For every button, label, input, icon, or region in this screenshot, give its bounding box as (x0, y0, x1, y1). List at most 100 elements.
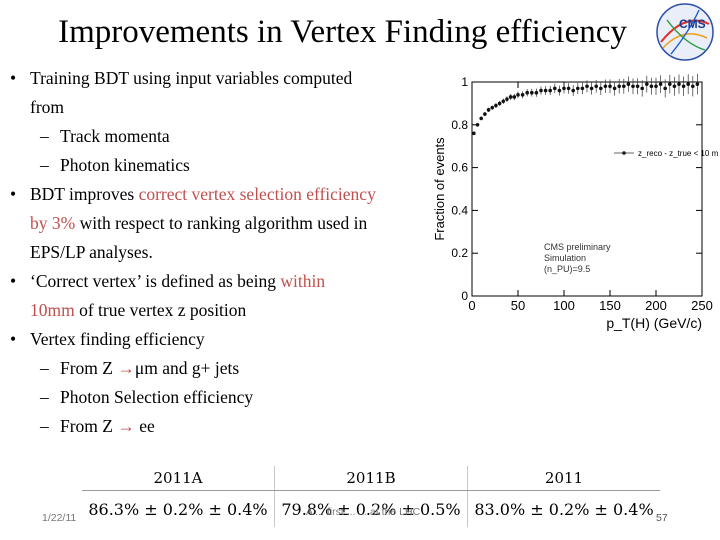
sub-bullet-item: – From Z →μm and g+ jets (8, 354, 448, 383)
data-point (649, 84, 654, 89)
data-point (631, 84, 635, 89)
y-tick-label: 1 (461, 75, 468, 89)
data-point (681, 84, 686, 89)
data-point (640, 86, 644, 91)
bullet-text: ‘Correct vertex’ is defined as being (30, 271, 281, 291)
data-point (494, 103, 498, 108)
svg-text:CMS: CMS (679, 17, 706, 31)
bullet-item: by 3% with respect to ranking algorithm … (8, 209, 448, 238)
bullet-text: Photon Selection efficiency (60, 387, 254, 407)
bullet-marker: • (10, 271, 17, 291)
table-cell-2011A: 86.3% ± 0.2% ± 0.4% (88, 499, 268, 519)
data-point (505, 97, 509, 101)
bullet-text: of true vertex z position (74, 300, 247, 320)
x-tick-label: 100 (553, 298, 575, 313)
highlighted-text: correct vertex selection efficiency (138, 184, 376, 204)
bullet-marker: • (10, 329, 17, 349)
bullet-text: with respect to ranking algorithm used i… (75, 213, 368, 233)
data-point (539, 88, 543, 93)
data-point (599, 86, 603, 91)
data-point (695, 82, 700, 86)
cms-logo: CMS (656, 3, 714, 61)
x-tick-label: 0 (468, 298, 475, 313)
efficiency-table: 2011A 2011B 2011 86.3% ± 0.2% ± 0.4% 79.… (82, 466, 660, 527)
data-point (603, 84, 608, 89)
data-point (654, 84, 658, 89)
data-point (497, 101, 502, 106)
bullet-text: Vertex finding efficiency (30, 329, 205, 349)
data-point (530, 90, 534, 95)
data-point (608, 84, 612, 89)
bullet-item: EPS/LP analyses. (8, 238, 448, 267)
bullet-list: • Training BDT using input variables comp… (8, 64, 448, 441)
data-point (490, 105, 495, 110)
sub-bullet-item: – Track momenta (8, 122, 448, 151)
data-point (516, 93, 520, 97)
data-point (663, 86, 667, 91)
table-header-2011: 2011 (467, 466, 660, 491)
table-cell-2011: 83.0% ± 0.2% ± 0.4% (467, 490, 660, 527)
bullet-item: • Training BDT using input variables comp… (8, 64, 448, 93)
dash-marker: – (40, 387, 49, 407)
data-point (543, 88, 548, 93)
bullet-text: Track momenta (60, 126, 170, 146)
data-point (576, 86, 580, 91)
data-point (557, 88, 562, 93)
bullet-text: From Z (60, 416, 118, 436)
bullet-text: EPS/LP analyses. (30, 242, 153, 262)
data-point (612, 86, 617, 91)
bullet-item: • BDT improves correct vertex selection e… (8, 180, 448, 209)
bullet-text: ee (134, 416, 155, 436)
legend-entry: z_reco - z_true < 10 mm (638, 149, 718, 158)
highlighted-text: 10mm (30, 300, 75, 320)
bullet-item: 10mm of true vertex z position (8, 296, 448, 325)
data-point (658, 82, 663, 86)
data-point (626, 82, 631, 86)
table-header-2011B: 2011B (273, 466, 468, 491)
x-tick-label: 150 (599, 298, 621, 313)
data-point (571, 88, 575, 93)
bullet-marker: • (10, 68, 17, 88)
x-tick-label: 250 (691, 298, 713, 313)
table-header-2011A: 2011A (82, 466, 275, 491)
arrow-icon: → (117, 416, 135, 436)
slide-title: Improvements in Vertex Finding efficienc… (58, 14, 627, 50)
data-point (562, 86, 566, 91)
bullet-item: • Vertex finding efficiency (8, 325, 448, 354)
y-tick-label: 0.2 (451, 246, 468, 260)
dash-marker: – (40, 358, 49, 378)
dash-marker: – (40, 126, 49, 146)
bullet-text: Training BDT using input variables compu… (30, 68, 353, 88)
plot-annotation: Simulation (544, 253, 586, 263)
arrow-icon: → (117, 358, 135, 378)
data-point (525, 90, 529, 95)
bullet-text: BDT improves (30, 184, 139, 204)
plot-annotation: (n_PU)=9.5 (544, 264, 590, 274)
data-point (594, 84, 598, 89)
data-point (512, 95, 517, 99)
footer-date: 1/22/11 (42, 512, 77, 524)
data-point (483, 112, 487, 116)
data-point (589, 86, 594, 91)
x-axis-label: p_T(H) (GeV/c) (606, 315, 702, 331)
data-point (622, 84, 626, 89)
dash-marker: – (40, 416, 49, 436)
data-point (508, 95, 513, 99)
sub-bullet-item: – Photon Selection efficiency (8, 383, 448, 412)
data-point (520, 93, 525, 97)
highlighted-text: within (280, 271, 326, 291)
data-point (553, 86, 557, 91)
data-point (672, 84, 677, 89)
data-point (548, 88, 552, 93)
data-point (691, 84, 695, 89)
data-point (472, 131, 476, 136)
bullet-item: • ‘Correct vertex’ is defined as being wi… (8, 267, 448, 296)
data-point (501, 99, 506, 104)
data-point (475, 123, 480, 127)
vertex-efficiency-plot: 0 50 100 150 200 250 0 0.2 0.4 0.6 0.8 1 Fraction of… (432, 73, 718, 331)
bullet-marker: • (10, 184, 17, 204)
x-tick-label: 50 (511, 298, 525, 313)
data-point (534, 90, 539, 95)
bullet-text: Photon kinematics (60, 155, 190, 175)
data-point (617, 84, 621, 89)
